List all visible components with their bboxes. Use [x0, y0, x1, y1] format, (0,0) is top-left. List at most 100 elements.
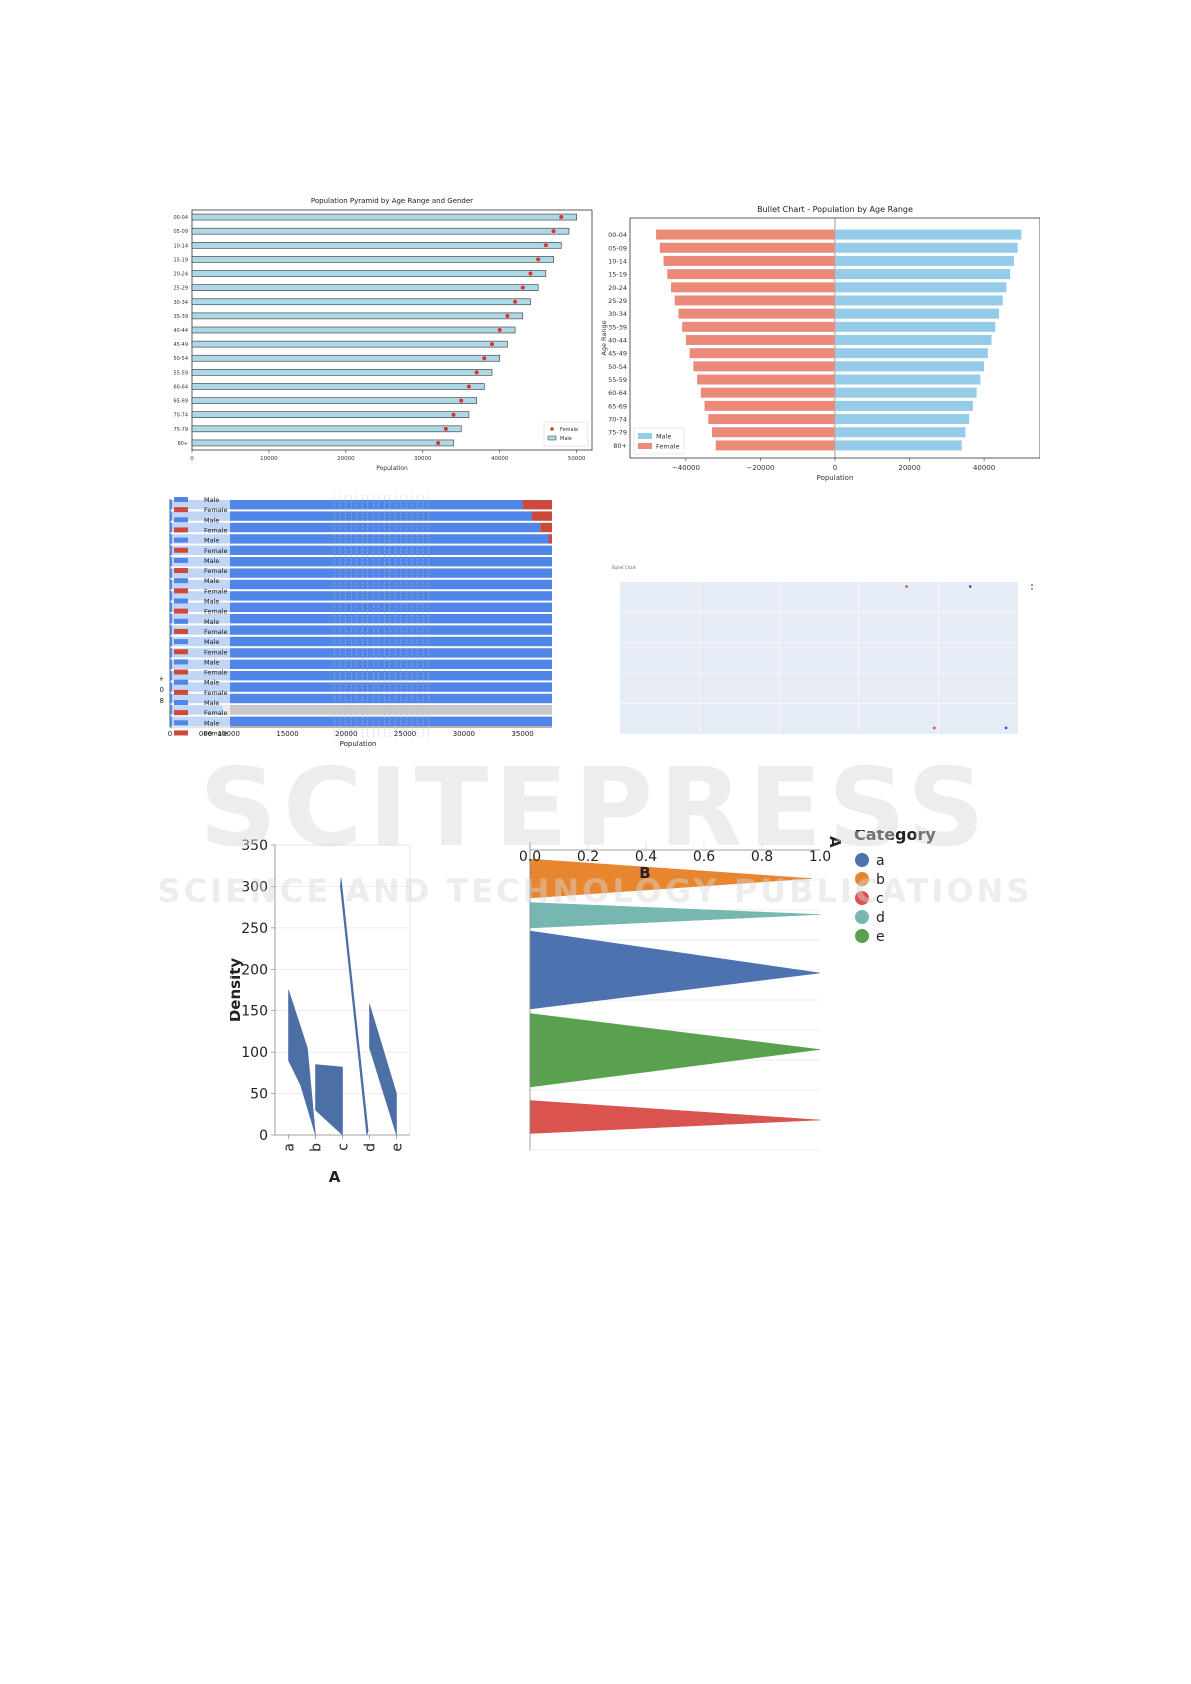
y-tick-label: 00-04: [173, 215, 188, 221]
male-bar: [170, 659, 552, 669]
male-bar: [170, 716, 552, 726]
y-tick-label: 15-19: [173, 257, 188, 263]
legend-swatch: [855, 910, 869, 924]
y-tick-label: 35-39: [608, 323, 627, 331]
female-bar: [697, 374, 835, 385]
y-tick-label: 50-54: [608, 363, 627, 371]
y-tick-label: 20-24: [608, 284, 627, 292]
y-tick-label: 45-49: [173, 342, 188, 348]
legend-label: Male: [204, 719, 219, 727]
male-bar: [170, 522, 541, 533]
y-tick-label: 35-39: [173, 314, 188, 320]
legend-female-marker: [550, 427, 554, 431]
legend-label: Female: [204, 587, 228, 595]
male-bar: [835, 414, 970, 425]
x-tick-label: 20000: [898, 464, 920, 472]
legend-male-swatch: [547, 435, 557, 441]
x-tick-label: 0.4: [635, 849, 657, 865]
legend-label: Female: [204, 709, 228, 717]
male-bar: [835, 295, 1003, 306]
legend-box: [543, 421, 589, 447]
male-bar: [170, 500, 523, 510]
female-bar: [522, 500, 552, 510]
y-tick-label: 50-54: [173, 356, 188, 362]
male-bar: [191, 256, 554, 263]
legend-label: Male: [204, 679, 219, 687]
y-tick-label: 00-04: [608, 231, 627, 239]
legend-swatch: [174, 497, 188, 502]
y-tick-label: 65-69: [608, 402, 627, 410]
male-bar: [835, 400, 973, 411]
x-tick-label: 40000: [973, 464, 995, 472]
y-tick-label: 30-34: [173, 300, 188, 306]
female-bar: [667, 269, 835, 280]
male-bar: [170, 557, 552, 567]
legend-swatch: [174, 628, 188, 634]
y-tick-label: 8: [160, 697, 164, 705]
legend-label: b: [876, 872, 885, 888]
male-bar: [191, 326, 516, 334]
legend-label: Female: [204, 567, 228, 575]
male-bar: [191, 383, 485, 390]
legend-female-swatch: [638, 443, 652, 449]
legend-swatch: [174, 618, 188, 624]
x-tick-label: 0.0: [520, 849, 541, 865]
bullet-chart: Bullet Chart - Population by Age Range 00…: [600, 200, 1041, 490]
male-bar: [191, 312, 524, 320]
x-tick-label: −20000: [746, 464, 774, 472]
legend-label: Female: [204, 669, 228, 677]
male-bar: [191, 284, 539, 291]
legend-male-swatch: [638, 433, 652, 439]
x-axis-label: Population: [376, 465, 408, 472]
y-tick-label: +: [160, 675, 164, 683]
y-tick-label: 80+: [177, 441, 188, 447]
scatter-point: [905, 585, 908, 588]
y-tick-label: 0: [259, 1128, 268, 1144]
female-bar: [674, 295, 835, 306]
legend-title: Category: [854, 830, 936, 844]
female-bar: [708, 414, 835, 425]
male-bar: [170, 648, 552, 658]
male-bar: [170, 614, 552, 624]
male-bar: [170, 591, 552, 601]
chart-title: Population Pyramid by Age Range and Gend…: [311, 197, 473, 205]
male-bar: [170, 545, 552, 555]
female-bar: [689, 348, 835, 359]
legend-box: [172, 495, 230, 739]
legend-label: Male: [204, 537, 219, 545]
x-tick-label: 30000: [414, 456, 432, 462]
legend-label: Female: [204, 689, 228, 697]
female-marker: [482, 356, 487, 361]
x-tick-label: −40000: [672, 464, 700, 472]
x-tick-label: 35000: [511, 730, 533, 738]
x-tick-label: 1.0: [809, 849, 831, 865]
legend-swatch: [174, 568, 188, 574]
x-tick-label: b: [309, 1143, 325, 1152]
legend-label: Male: [204, 699, 219, 707]
x-axis-label: A: [329, 1168, 341, 1186]
legend-female-label: Female: [656, 443, 680, 451]
female-bar: [548, 534, 552, 544]
legend-swatch: [174, 608, 188, 614]
legend-swatch: [174, 639, 188, 645]
female-marker: [436, 440, 441, 445]
male-bar: [170, 636, 552, 647]
female-bar: [685, 335, 835, 345]
legend-male-label: Male: [560, 436, 572, 442]
female-marker: [466, 384, 471, 389]
x-tick-label: 0.6: [693, 849, 715, 865]
stacked-bar-chart: Male Female Male Female Male Female Male Female…: [158, 495, 600, 775]
x-corner-label: 0: [168, 730, 172, 738]
male-bar: [191, 227, 570, 235]
legend-label: Female: [204, 648, 228, 656]
legend-label: e: [876, 929, 885, 945]
legend-swatch: [855, 872, 869, 886]
y-tick-label: 40-44: [608, 337, 627, 345]
x-tick-label: e: [390, 1143, 406, 1152]
female-bar: [659, 242, 835, 253]
male-bar: [170, 568, 552, 578]
x-axis-label: A: [826, 836, 844, 848]
female-marker: [528, 271, 533, 276]
legend-label: Male: [204, 638, 219, 646]
x-tick-label: 10000: [218, 730, 240, 738]
